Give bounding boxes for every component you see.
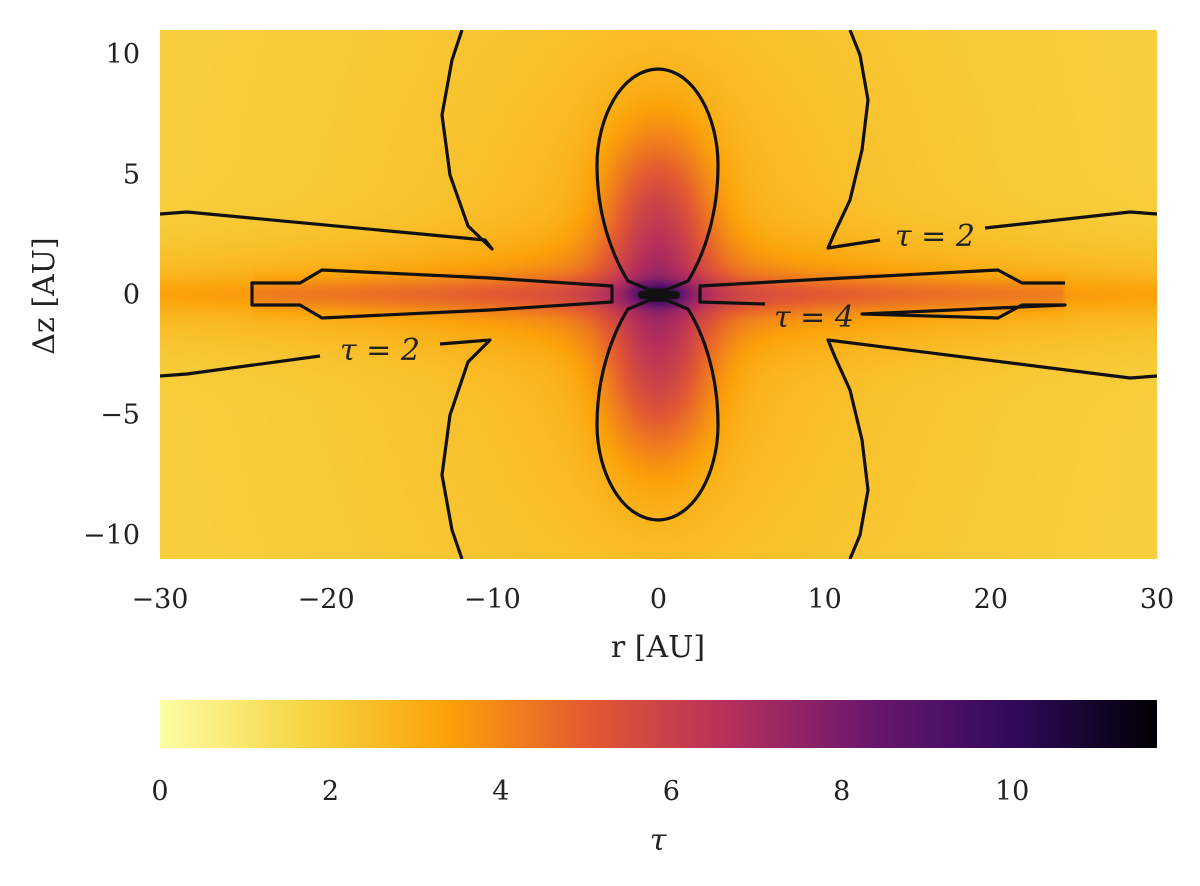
x-tick-label: 0 [650, 584, 667, 615]
colorbar-tick-label: 10 [995, 776, 1029, 807]
y-axis-ticks: −10 −5 0 5 10 [83, 39, 140, 551]
colorbar: 0 2 4 6 8 10 τ [151, 700, 1157, 858]
colorbar-tick-label: 2 [322, 776, 339, 807]
y-tick-label: 10 [106, 39, 140, 70]
x-tick-label: −20 [298, 584, 355, 615]
plot-area: τ = 2 τ = 2 τ = 4 [160, 30, 1157, 559]
contour-label-tau2-left: τ = 2 [340, 333, 420, 368]
contour-tau4-midplane [250, 268, 614, 320]
contour-tau2-upper-right-wing [826, 30, 1157, 250]
colorbar-tick-label: 0 [151, 776, 168, 807]
contour-label-tau4: τ = 4 [774, 300, 854, 335]
contour-labels: τ = 2 τ = 2 τ = 4 [340, 219, 975, 368]
x-tick-label: −30 [132, 584, 189, 615]
contour-core [638, 291, 680, 299]
y-tick-label: −10 [83, 520, 140, 551]
colorbar-tick-label: 8 [833, 776, 850, 807]
colorbar-gradient [160, 700, 1157, 748]
contour-tau4-upper-lobe [595, 67, 720, 292]
contour-tau4-lower-lobe [595, 298, 720, 522]
colorbar-tick-label: 4 [492, 776, 509, 807]
y-tick-label: 0 [123, 280, 140, 311]
x-tick-label: −10 [464, 584, 521, 615]
y-tick-label: 5 [123, 159, 140, 190]
contour-label-tau2-right: τ = 2 [895, 219, 975, 254]
x-axis-label: r [AU] [611, 630, 705, 665]
contour-tau2-lower-right-wing [826, 338, 1157, 559]
x-axis-ticks: −30 −20 −10 0 10 20 30 [132, 584, 1175, 615]
contour-tau2-upper-left-wing [160, 30, 494, 251]
contour-lines [160, 30, 1157, 559]
x-tick-label: 30 [1140, 584, 1174, 615]
colorbar-ticks: 0 2 4 6 8 10 [151, 776, 1029, 807]
colorbar-label: τ [650, 823, 667, 858]
y-tick-label: −5 [100, 400, 140, 431]
colorbar-tick-label: 6 [663, 776, 680, 807]
contour-tau2-lower-left-wing [160, 338, 492, 559]
y-axis-label: Δz [AU] [27, 237, 62, 354]
contour-tau4-midplane-right [698, 268, 1067, 320]
x-tick-label: 10 [807, 584, 841, 615]
x-tick-label: 20 [974, 584, 1008, 615]
